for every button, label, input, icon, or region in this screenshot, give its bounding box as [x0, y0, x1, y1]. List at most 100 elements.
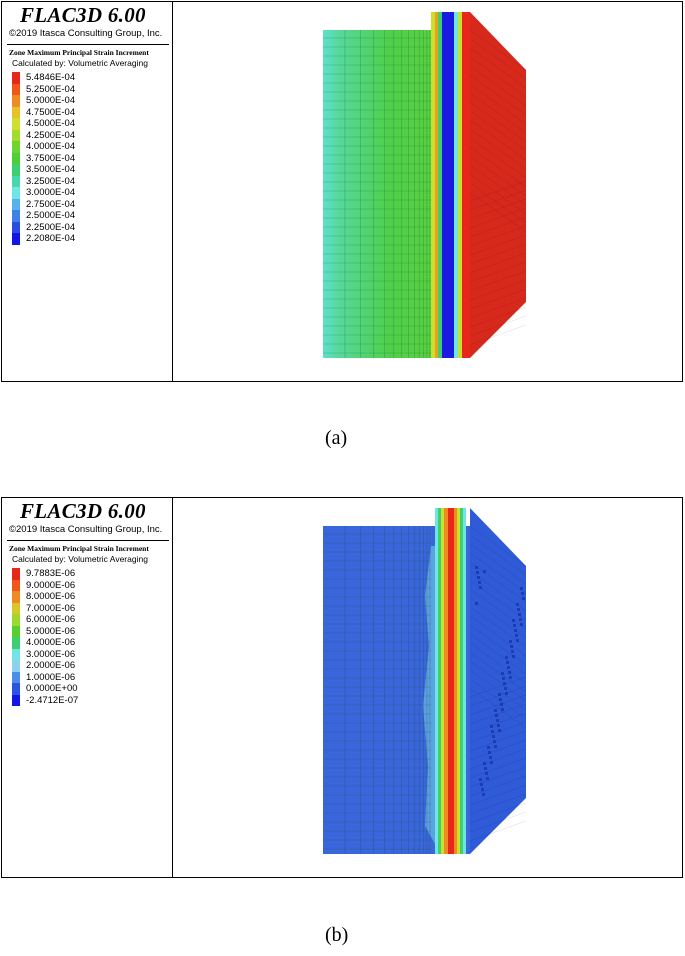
legend-heading: Zone Maximum Principal Strain Increment	[9, 544, 149, 553]
legend-swatch	[12, 106, 20, 118]
side-mesh-line	[469, 252, 527, 274]
legend-entry: 8.0000E-06	[12, 591, 162, 603]
model-side-mesh	[469, 29, 527, 346]
legend-swatch	[12, 591, 20, 603]
side-mesh-line	[469, 173, 527, 215]
side-mesh-line	[469, 687, 527, 729]
side-mesh-line	[469, 119, 527, 161]
side-mesh-line	[469, 739, 527, 761]
side-mesh-line	[469, 703, 527, 725]
panel-a-frame: FLAC3D 6.00 ©2019 Itasca Consulting Grou…	[1, 1, 683, 382]
side-mesh-line	[469, 164, 527, 206]
model-band	[441, 508, 444, 854]
side-mesh-line	[469, 669, 527, 711]
side-mesh-line	[469, 155, 527, 197]
model-speckle	[502, 677, 505, 680]
side-mesh-line	[469, 820, 527, 842]
side-mesh-line	[469, 279, 527, 301]
side-mesh-line	[469, 624, 527, 666]
model-speckle	[509, 676, 512, 679]
side-mesh-line	[469, 642, 527, 684]
side-mesh-line	[469, 288, 527, 310]
legend-swatch	[12, 129, 20, 141]
model-speckle	[516, 603, 519, 606]
legend-entry: -2.4712E-07	[12, 694, 162, 706]
legend-entry: 9.0000E-06	[12, 579, 162, 591]
model-speckle	[487, 746, 490, 749]
side-mesh-line	[469, 56, 527, 98]
model-speckle	[512, 619, 515, 622]
legend-heading: Zone Maximum Principal Strain Increment	[9, 48, 149, 57]
legend-swatch	[12, 694, 20, 706]
legend-entry: 4.2500E-04	[12, 129, 162, 141]
legend-entries: 9.7883E-06 9.0000E-06 8.0000E-06 7.0000E-06…	[12, 568, 162, 706]
legend-swatch	[12, 637, 20, 649]
legend-label: 4.7500E-04	[26, 106, 76, 118]
model-band	[448, 508, 454, 854]
side-mesh-line	[469, 137, 527, 179]
legend-entry: 1.0000E-06	[12, 671, 162, 683]
legend-swatch	[12, 83, 20, 95]
legend-label: 3.0000E-06	[26, 648, 76, 660]
legend-entry: 4.7500E-04	[12, 106, 162, 118]
legend-swatch	[12, 625, 20, 637]
legend-entry: 5.0000E-04	[12, 95, 162, 107]
legend-label: 3.2500E-04	[26, 175, 76, 187]
model-mesh	[323, 30, 431, 358]
model-speckle	[508, 671, 511, 674]
model-speckle	[499, 698, 502, 701]
legend-entry: 5.4846E-04	[12, 72, 162, 84]
legend-swatch	[12, 568, 20, 580]
legend-label: 3.7500E-04	[26, 152, 76, 164]
model-speckle	[498, 693, 501, 696]
side-mesh-line	[469, 198, 527, 220]
side-mesh-line	[469, 651, 527, 693]
legend-divider	[7, 540, 169, 541]
figure-caption-b: (b)	[325, 924, 349, 946]
model-speckle	[483, 570, 486, 573]
model-band	[442, 12, 454, 358]
legend-subheading: Calculated by: Volumetric Averaging	[12, 58, 148, 68]
legend-swatch	[12, 671, 20, 683]
legend-label: 0.0000E+00	[26, 683, 78, 694]
legend-entry: 2.2080E-04	[12, 233, 162, 245]
side-mesh-line	[469, 243, 527, 265]
legend-swatch	[12, 579, 20, 591]
legend-label: 2.2080E-04	[26, 233, 76, 244]
model-mesh	[323, 526, 431, 854]
side-mesh-line	[469, 47, 527, 89]
legend-swatch	[12, 175, 20, 187]
legend-divider	[7, 44, 169, 45]
side-mesh-line	[469, 552, 527, 594]
model-speckle	[486, 777, 489, 780]
model-speckle	[479, 778, 482, 781]
legend-swatch	[12, 614, 20, 626]
side-mesh-line	[469, 180, 527, 202]
model-speckle	[477, 576, 480, 579]
model-speckle	[475, 566, 478, 569]
legend-entry: 3.5000E-04	[12, 164, 162, 176]
model-speckle	[488, 751, 491, 754]
legend-swatch	[12, 141, 20, 153]
legend-entry: 2.2500E-04	[12, 221, 162, 233]
model-speckle	[504, 687, 507, 690]
side-mesh-line	[469, 793, 527, 815]
legend-label: 5.0000E-06	[26, 625, 76, 637]
side-mesh-line	[469, 207, 527, 229]
model-viewport-b	[173, 498, 682, 877]
side-mesh-line	[469, 597, 527, 639]
legend-label: 5.4846E-04	[26, 72, 76, 83]
legend-label: 5.2500E-04	[26, 83, 76, 95]
side-mesh-line	[469, 74, 527, 116]
model-speckle	[501, 672, 504, 675]
model-speckle	[494, 709, 497, 712]
copyright-text: ©2019 Itasca Consulting Group, Inc.	[9, 524, 163, 535]
legend-label: -2.4712E-07	[26, 694, 79, 706]
side-mesh-line	[469, 784, 527, 806]
legend-label: 2.7500E-04	[26, 198, 76, 210]
side-mesh-line	[469, 694, 527, 716]
legend-swatch	[12, 602, 20, 614]
side-mesh-line	[469, 225, 527, 247]
copyright-text: ©2019 Itasca Consulting Group, Inc.	[9, 28, 163, 39]
model-speckle	[496, 719, 499, 722]
